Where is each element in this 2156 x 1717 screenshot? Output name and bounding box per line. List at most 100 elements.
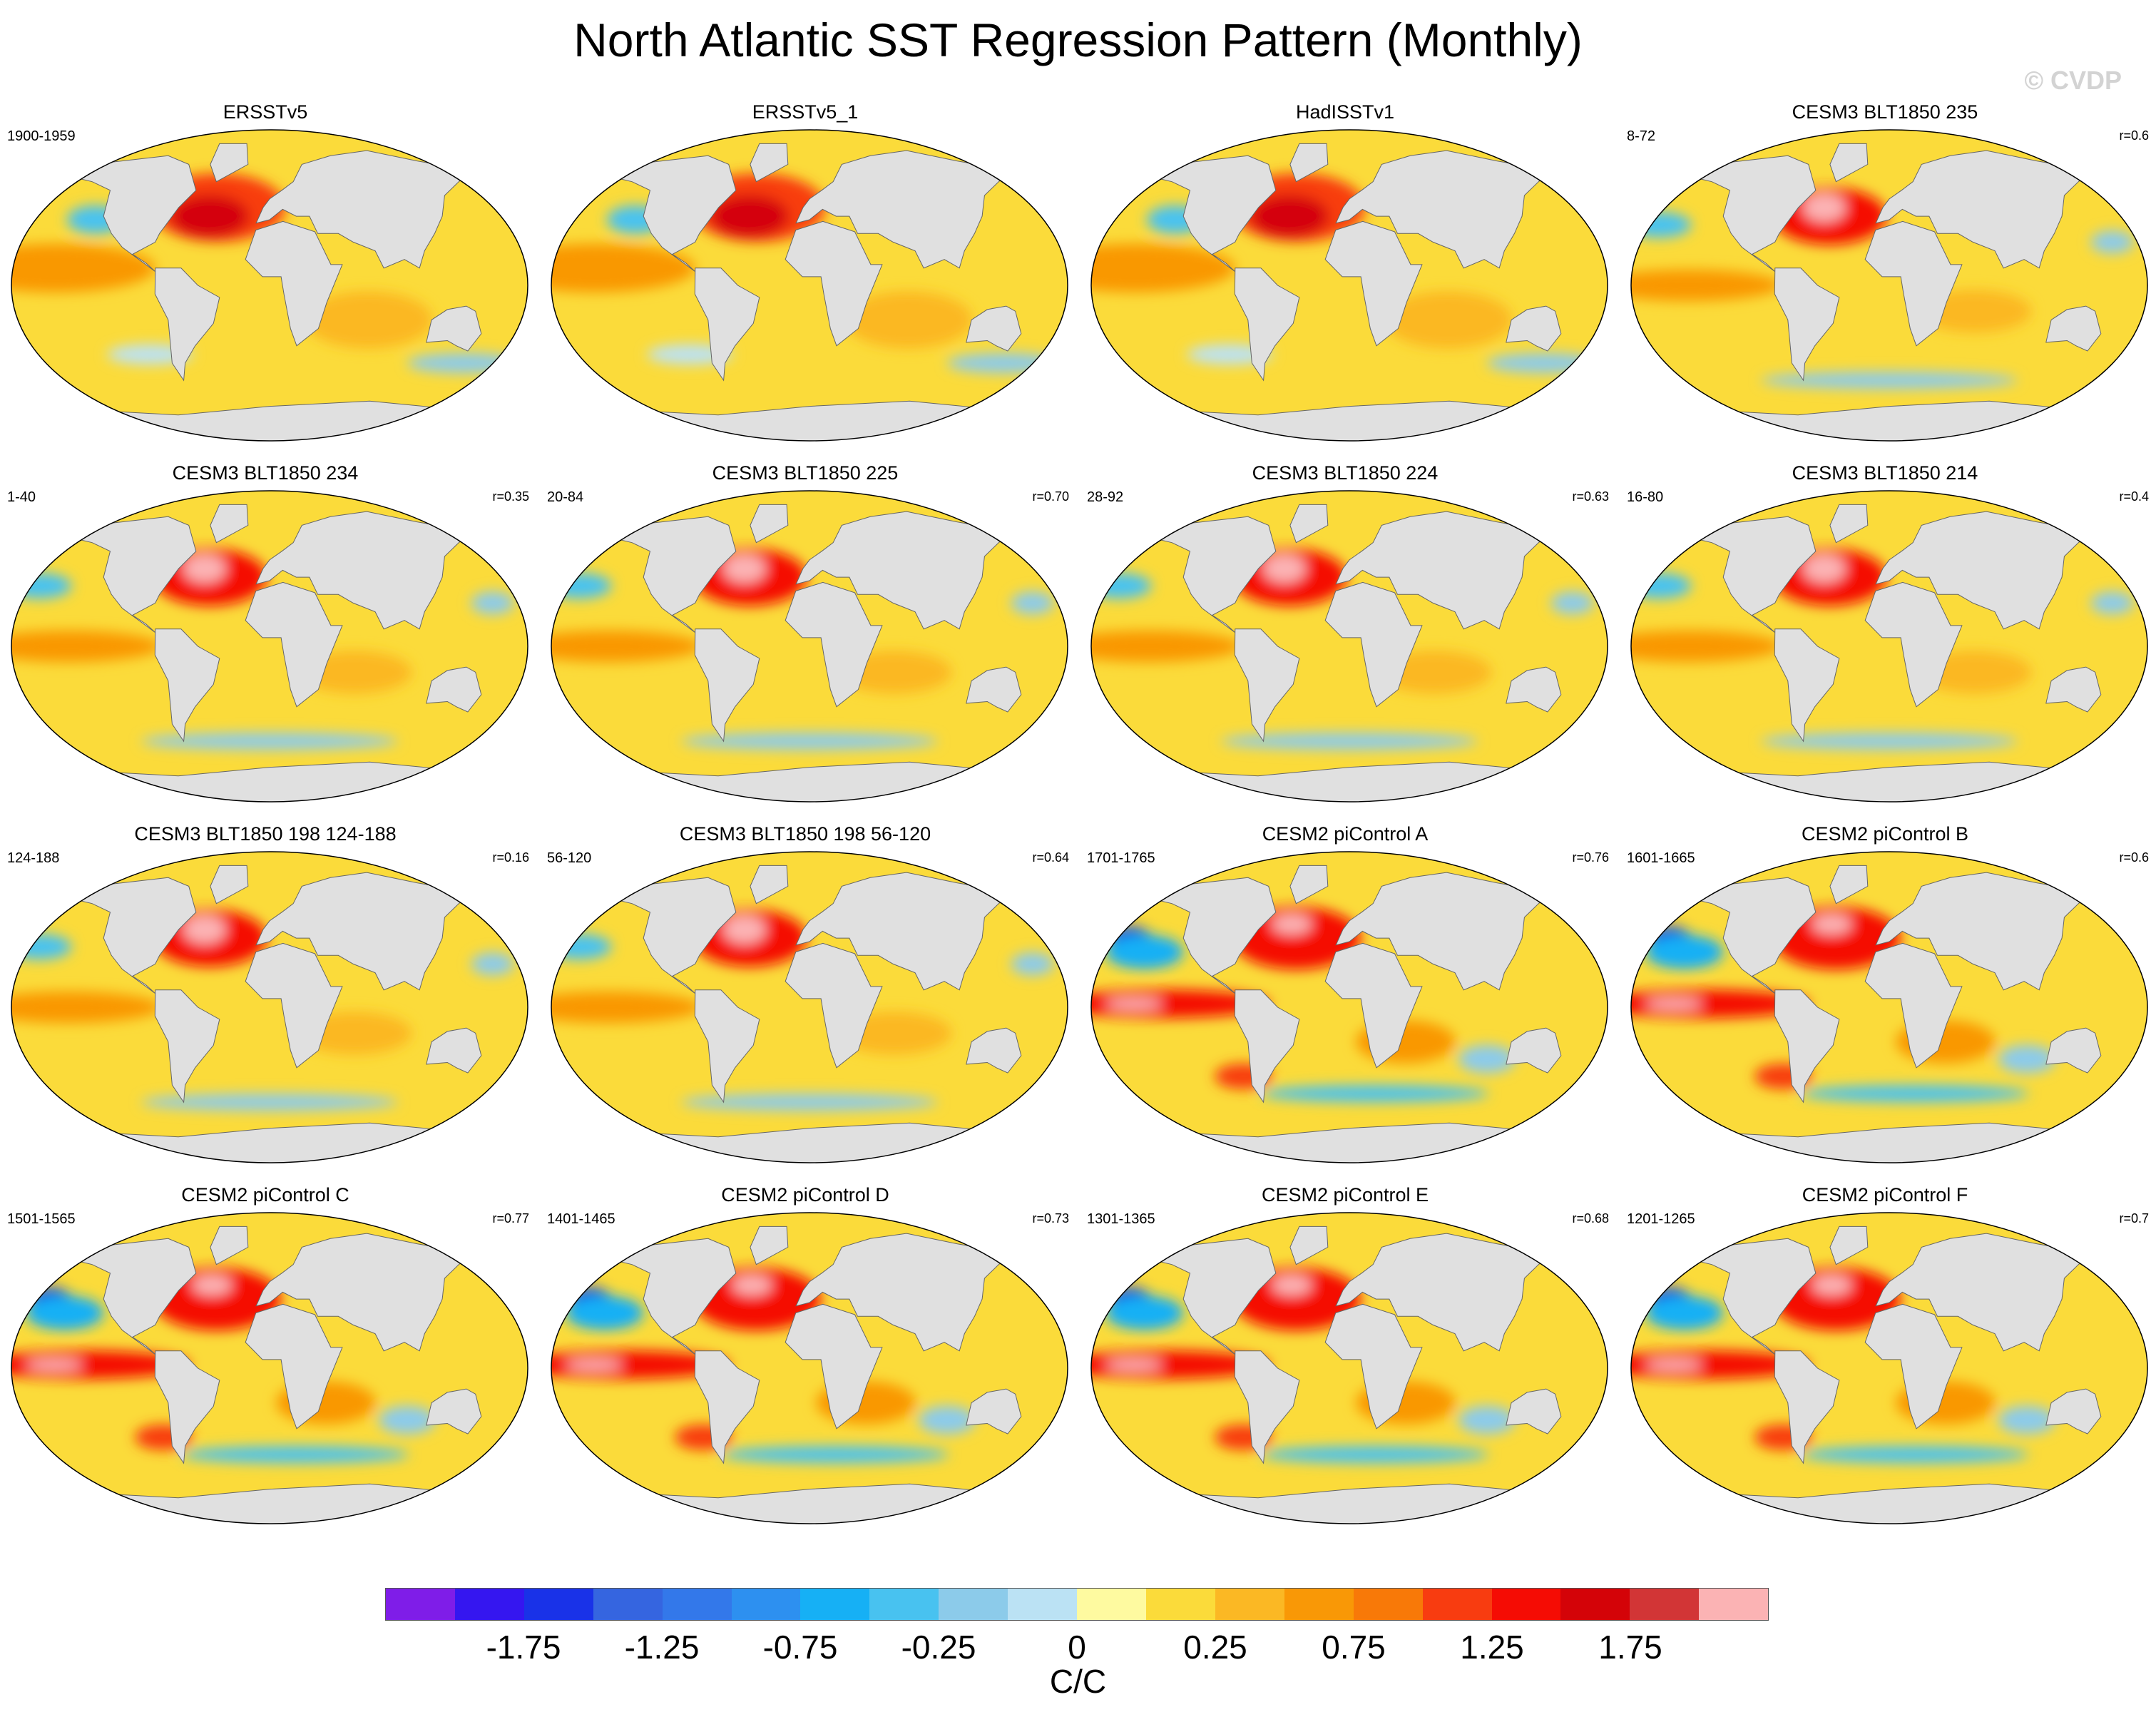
landmass [1696,877,1817,994]
sst-anomaly-region [1272,1275,1312,1295]
landmass [1506,666,1562,713]
map-panel: HadISSTv1 [1080,100,1610,471]
landmass [694,268,760,382]
sst-anomaly-region [2090,230,2134,254]
landmass [785,581,883,708]
panel-title: CESM3 BLT1850 235 [1792,101,1978,123]
panel-title: ERSSTv5_1 [752,101,859,123]
landmass [616,877,737,994]
landmass [795,150,1013,269]
panel-years-label: 28-92 [1087,489,1124,505]
map-border [1630,1212,2148,1524]
sst-anomaly-region [183,915,226,944]
sst-map [551,851,1068,1163]
sst-anomaly-region [1800,1446,2029,1464]
colorbar-tick-label: 0.25 [1183,1629,1247,1666]
panel-years-label: 124-188 [7,850,60,866]
colorbar-swatch-11 [1145,1589,1215,1620]
landmass [1156,516,1277,633]
sst-map [11,490,528,803]
colorbar-swatch-9 [1008,1589,1078,1620]
sst-anomaly-region [722,554,766,583]
landmass [694,989,760,1104]
landmass [1696,1238,1817,1355]
cvdp-watermark: © CVDP [2024,66,2122,95]
landmass [154,1350,220,1464]
panel-years-label: 1501-1565 [7,1211,76,1227]
sst-anomaly-region [11,1350,190,1380]
landmass [1289,504,1329,544]
colorbar-tick-label: 0 [1068,1629,1086,1666]
landmass [1156,1238,1277,1355]
landmass [785,1303,883,1430]
panel-title: CESM2 piControl C [181,1184,349,1206]
panel-title: HadISSTv1 [1295,101,1395,123]
panel-years-label: 56-120 [547,850,592,866]
landmass [76,516,197,633]
sst-map [1630,490,2148,803]
sst-anomaly-region [11,573,72,599]
map-border [551,851,1068,1163]
landmass [426,1027,482,1074]
panel-title: CESM2 piControl A [1262,823,1429,845]
sst-anomaly-region [304,291,433,349]
sst-anomaly-region [141,1094,398,1111]
landmass [750,865,789,905]
sst-anomaly-region [11,992,162,1023]
sst-anomaly-region [2090,591,2134,615]
sst-anomaly-region [1631,631,1782,662]
landmass [245,1303,343,1430]
panel-correlation-label: r=0.7 [2119,1211,2149,1226]
landmass [1696,516,1817,633]
landmass [795,872,1013,991]
sst-map [551,490,1068,803]
sst-anomaly-region [551,1350,730,1380]
sst-anomaly-region [918,1405,976,1435]
panel-correlation-label: r=0.16 [492,850,529,865]
landmass [1234,1350,1300,1464]
landmass [1774,628,1840,743]
sst-anomaly-region [1262,554,1306,583]
landmass [795,1233,1013,1352]
landmass [750,504,789,544]
panel-correlation-label: r=0.77 [492,1211,529,1226]
landmass [1234,989,1300,1104]
colorbar-tick-label: -1.25 [624,1629,700,1666]
landmass [1875,1233,2093,1352]
landmass [255,150,473,269]
map-panel: CESM3 BLT1850 224 28-92 r=0.63 [1080,461,1610,832]
sst-anomaly-region [1761,372,2018,389]
sst-anomaly-region [551,631,702,662]
colorbar-swatch-10 [1077,1589,1146,1620]
landmass [1324,220,1423,347]
sst-anomaly-region [471,952,514,976]
sst-anomaly-region [1272,914,1312,934]
landmass [616,516,737,633]
colorbar-swatch-7 [869,1589,939,1620]
panel-title: CESM3 BLT1850 224 [1252,462,1439,484]
sst-anomaly-region [1260,1085,1489,1103]
sst-anomaly-region [551,992,702,1023]
landmass [1506,1388,1562,1435]
panel-correlation-label: r=0.63 [1572,489,1609,504]
landmass [1875,872,2093,991]
map-border [11,490,528,803]
sst-anomaly-region [1631,1350,1810,1380]
landmass [2045,305,2102,352]
landmass [795,511,1013,630]
sst-anomaly-region [720,1446,949,1464]
colorbar-tick-label: 1.75 [1598,1629,1662,1666]
colorbar-swatch-0 [386,1589,455,1620]
landmass [1289,865,1329,905]
panel-years-label: 1401-1465 [547,1211,615,1227]
landmass [1156,155,1277,272]
landmass [255,1233,473,1352]
map-border [11,129,528,442]
panel-correlation-label: r=0.76 [1572,850,1609,865]
map-panel: CESM2 piControl E 1301-1365 r=0.68 [1080,1183,1610,1554]
panel-correlation-label: r=0.68 [1572,1211,1609,1226]
landmass [426,666,482,713]
sst-anomaly-region [1761,733,2018,750]
map-panel: CESM3 BLT1850 235 8-72 r=0.6 [1620,100,2150,471]
